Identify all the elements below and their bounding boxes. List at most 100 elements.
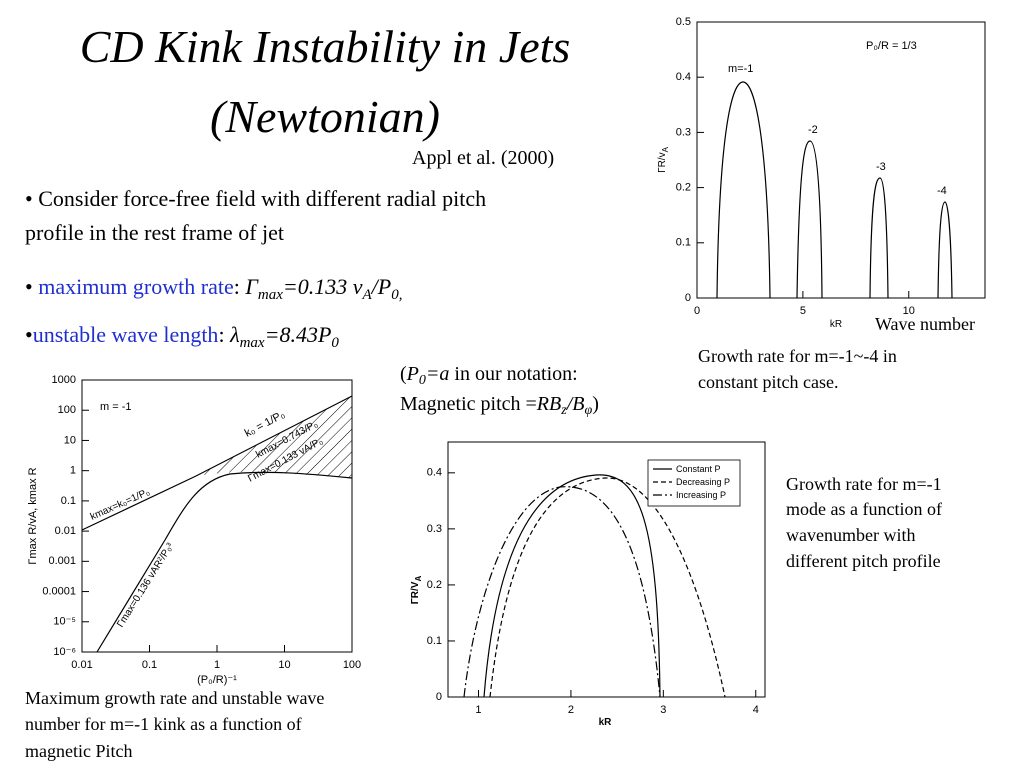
bullet: • maximum growth rate: Γmax=0.133 vA/P0, bbox=[25, 274, 402, 303]
y-axis-label: ΓR/VA bbox=[410, 576, 423, 605]
x-tick-label: 2 bbox=[568, 704, 574, 716]
caption: constant pitch case. bbox=[698, 372, 838, 392]
bullet: •unstable wave length: λmax=8.43P0 bbox=[25, 322, 339, 351]
text: unstable wave length bbox=[33, 322, 219, 347]
curve bbox=[796, 140, 823, 299]
y-tick-label: 0.001 bbox=[48, 555, 76, 567]
curve-label: m=-1 bbox=[728, 63, 753, 75]
curve-label: -4 bbox=[937, 185, 947, 197]
text: =0.133 v bbox=[283, 274, 363, 299]
title: (Newtonian) bbox=[210, 91, 440, 142]
x-axis-label: (P₀/R)⁻¹ bbox=[197, 674, 237, 686]
curve-label: -3 bbox=[876, 161, 886, 173]
y-tick-label: 1 bbox=[70, 465, 76, 477]
y-axis-label: Γmax R/vA, kmax R bbox=[27, 467, 39, 564]
text: : bbox=[234, 274, 246, 299]
text: ( bbox=[400, 363, 407, 385]
y-tick-label: 0.5 bbox=[676, 16, 691, 28]
x-tick-label: 100 bbox=[343, 659, 361, 671]
text: /B bbox=[566, 393, 585, 415]
text: RB bbox=[536, 393, 561, 415]
caption: Maximum growth rate and unstable wave bbox=[25, 688, 324, 708]
y-tick-label: 0.0001 bbox=[42, 585, 76, 597]
caption: magnetic Pitch bbox=[25, 741, 132, 761]
text: =8.43P bbox=[265, 322, 332, 347]
x-axis-label: kR bbox=[830, 319, 842, 330]
caption: wavenumber with bbox=[786, 525, 915, 545]
x-tick-label: 10 bbox=[903, 305, 915, 317]
x-axis-label: kR bbox=[599, 717, 613, 728]
text: : bbox=[218, 322, 230, 347]
curve bbox=[463, 486, 661, 698]
caption: different pitch profile bbox=[786, 551, 941, 571]
text: A bbox=[361, 287, 372, 303]
caption: Growth rate for m=-1~-4 in bbox=[698, 346, 897, 366]
y-tick-label: 0 bbox=[436, 691, 442, 703]
annotation: m = -1 bbox=[100, 401, 131, 413]
x-tick-label: 1 bbox=[475, 704, 481, 716]
legend-label: Decreasing P bbox=[676, 477, 730, 487]
x-tick-label: 4 bbox=[753, 704, 759, 716]
caption: Wave number bbox=[875, 314, 975, 334]
curve bbox=[489, 477, 726, 698]
note: Magnetic pitch =RBz/Bφ) bbox=[400, 393, 599, 418]
text: maximum growth rate bbox=[38, 274, 234, 299]
text: P bbox=[406, 363, 419, 385]
title: CD Kink Instability in Jets bbox=[80, 21, 571, 72]
text: A bbox=[414, 576, 423, 582]
y-tick-label: 0.4 bbox=[676, 71, 691, 83]
y-tick-label: 0.1 bbox=[61, 495, 76, 507]
x-tick-label: 0.1 bbox=[142, 659, 157, 671]
legend-label: Increasing P bbox=[676, 490, 726, 500]
y-tick-label: 0.3 bbox=[427, 523, 442, 535]
text: /P bbox=[370, 274, 392, 299]
curve bbox=[869, 177, 889, 299]
y-tick-label: 0.1 bbox=[676, 237, 691, 249]
y-tick-label: 0.01 bbox=[55, 525, 76, 537]
x-tick-label: 0 bbox=[694, 305, 700, 317]
legend bbox=[647, 459, 741, 507]
text: A bbox=[661, 146, 670, 152]
note: (P0=a in our notation: bbox=[400, 363, 578, 388]
y-tick-label: 0.3 bbox=[676, 126, 691, 138]
x-tick-label: 0.01 bbox=[71, 659, 92, 671]
curve-label: -2 bbox=[808, 124, 818, 136]
curve bbox=[96, 471, 353, 653]
text: max bbox=[258, 287, 283, 303]
x-tick-label: 5 bbox=[800, 305, 806, 317]
x-tick-label: 10 bbox=[278, 659, 290, 671]
curve bbox=[937, 201, 953, 299]
text: • bbox=[25, 322, 33, 347]
curve bbox=[81, 395, 353, 531]
text: Γ bbox=[244, 274, 259, 299]
bullet: profile in the rest frame of jet bbox=[25, 220, 284, 245]
text: 0, bbox=[391, 287, 402, 303]
y-tick-label: 10⁻⁵ bbox=[53, 616, 76, 628]
plot-frame bbox=[696, 21, 986, 299]
y-tick-label: 0.2 bbox=[676, 182, 691, 194]
text: 0 bbox=[419, 373, 426, 388]
curve bbox=[716, 81, 771, 299]
citation: Appl et al. (2000) bbox=[412, 147, 554, 169]
text: φ bbox=[584, 403, 592, 418]
text: ΓR/V bbox=[410, 581, 421, 604]
y-tick-label: 0 bbox=[685, 292, 691, 304]
y-tick-label: 10 bbox=[64, 434, 76, 446]
y-tick-label: 1000 bbox=[52, 374, 76, 386]
x-tick-label: 3 bbox=[660, 704, 666, 716]
text: z bbox=[560, 403, 567, 418]
y-tick-label: 0.4 bbox=[427, 467, 442, 479]
annotation: P₀/R = 1/3 bbox=[866, 40, 917, 52]
text: ) bbox=[592, 393, 599, 415]
text: max bbox=[240, 335, 265, 351]
y-tick-label: 0.2 bbox=[427, 579, 442, 591]
text: ΓR/v bbox=[657, 152, 668, 173]
bullet: • Consider force-free field with differe… bbox=[25, 186, 486, 211]
text: • bbox=[25, 274, 38, 299]
y-tick-label: 0.1 bbox=[427, 635, 442, 647]
caption: Growth rate for m=-1 bbox=[786, 474, 942, 494]
y-tick-label: 10⁻⁶ bbox=[53, 646, 76, 658]
text: Magnetic pitch = bbox=[400, 393, 537, 415]
